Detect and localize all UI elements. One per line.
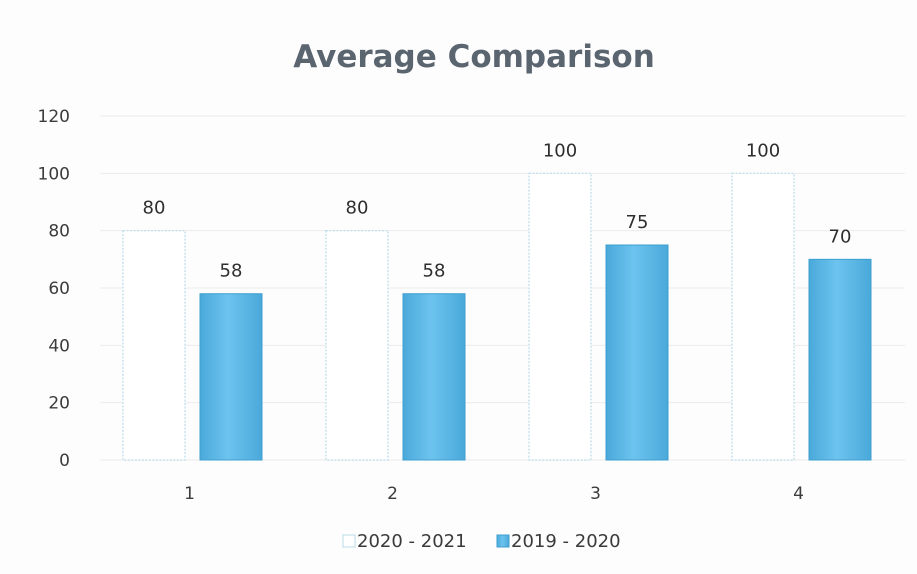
bar-series-2020-2021	[731, 172, 795, 461]
legend: 2020 - 2021 2019 - 2020	[342, 531, 621, 552]
data-label: 100	[543, 140, 577, 161]
x-tick-label: 2	[387, 484, 398, 504]
y-tick-label: 40	[48, 336, 70, 356]
bar-series-2019-2020	[402, 293, 466, 461]
y-axis-ticks: 0 20 40 60 80 100 120	[38, 107, 70, 471]
data-label: 58	[423, 261, 446, 282]
legend-swatch	[496, 534, 510, 548]
chart-title: Average Comparison	[293, 39, 655, 75]
x-tick-label: 3	[590, 484, 601, 504]
data-label: 70	[829, 226, 852, 247]
bar-series-2019-2020	[199, 293, 263, 461]
bar-series-2020-2021	[528, 172, 592, 461]
x-tick-label: 4	[793, 484, 804, 504]
bar-series-2020-2021	[325, 230, 389, 461]
data-labels: 80 58 80 58 100 75 100 70	[143, 140, 852, 281]
legend-label: 2019 - 2020	[511, 531, 621, 552]
legend-swatch	[342, 534, 356, 548]
bars	[122, 172, 872, 461]
x-tick-label: 1	[184, 484, 195, 504]
y-tick-label: 60	[48, 279, 70, 299]
y-tick-label: 100	[38, 164, 70, 184]
data-label: 80	[143, 198, 166, 219]
data-label: 80	[346, 198, 369, 219]
data-label: 100	[746, 140, 780, 161]
x-axis-ticks: 1 2 3 4	[184, 484, 804, 504]
data-label: 58	[220, 261, 243, 282]
bar-series-2019-2020	[605, 244, 669, 461]
bar-series-2019-2020	[808, 258, 872, 461]
y-tick-label: 80	[48, 222, 70, 242]
y-tick-label: 20	[48, 394, 70, 414]
data-label: 75	[626, 212, 649, 233]
bar-series-2020-2021	[122, 230, 186, 461]
legend-label: 2020 - 2021	[357, 531, 467, 552]
y-tick-label: 0	[59, 451, 70, 471]
y-tick-label: 120	[38, 107, 70, 127]
